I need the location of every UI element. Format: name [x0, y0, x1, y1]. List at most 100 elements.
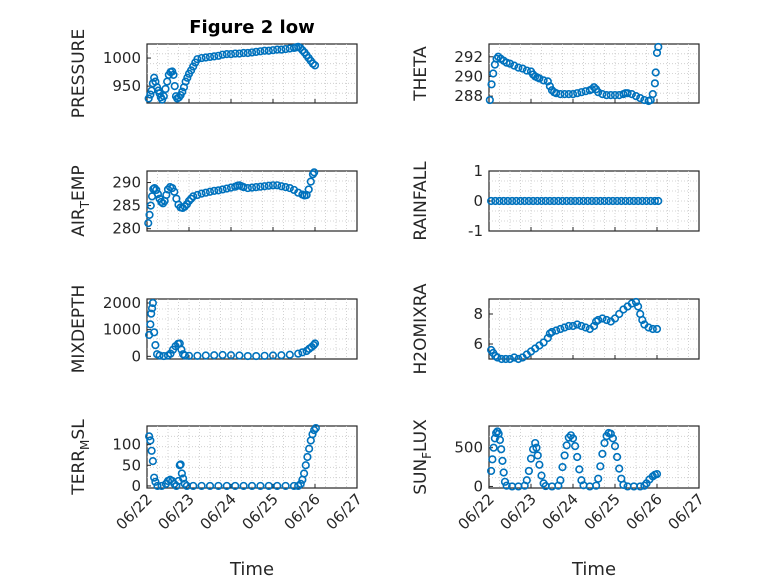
y-tick-label: 280: [112, 220, 141, 238]
data-point: [180, 351, 189, 360]
data-point: [144, 94, 153, 103]
data-point: [495, 196, 504, 206]
data-point: [218, 185, 227, 194]
data-point: [285, 350, 294, 359]
data-point: [520, 196, 529, 206]
data-point: [155, 351, 164, 360]
data-point: [159, 351, 168, 361]
data-point: [581, 323, 590, 332]
data-point: [604, 196, 613, 206]
data-point: [489, 69, 498, 78]
data-point: [218, 350, 227, 360]
data-point: [500, 477, 510, 486]
data-point: [652, 324, 662, 334]
data-point: [153, 189, 163, 199]
data-point: [495, 435, 505, 445]
y-axis-label: MIXDEPTH: [69, 285, 89, 374]
data-point: [239, 481, 248, 491]
data-point: [636, 482, 645, 491]
data-point: [178, 87, 187, 96]
x-tick-label: 06/27: [665, 490, 708, 533]
data-point: [294, 349, 303, 358]
data-point: [235, 351, 244, 360]
data-point: [180, 479, 189, 488]
x-tick-label: 06/22: [113, 490, 156, 533]
data-point: [552, 326, 561, 335]
data-point: [151, 477, 160, 486]
data-point: [650, 196, 660, 206]
data-point: [514, 63, 523, 72]
data-point: [214, 51, 223, 60]
data-point: [598, 314, 607, 323]
y-tick-label: 0: [473, 477, 483, 495]
data-point: [610, 91, 620, 100]
data-point: [268, 46, 278, 55]
data-point: [184, 351, 194, 360]
data-point: [560, 90, 569, 99]
data-point: [646, 196, 655, 206]
data-point: [539, 338, 548, 347]
data-point: [226, 50, 236, 59]
y-tick-label: 285: [112, 197, 141, 215]
data-point: [157, 481, 166, 491]
data-point: [247, 48, 257, 57]
data-point: [600, 196, 609, 206]
data-point: [556, 476, 565, 485]
data-point: [499, 196, 508, 206]
x-tick-label: 06/23: [155, 490, 198, 533]
data-point: [264, 481, 273, 491]
data-point: [150, 73, 159, 82]
data-point: [268, 351, 278, 360]
data-point: [516, 196, 525, 206]
data-point: [608, 434, 618, 443]
data-point: [600, 438, 609, 448]
y-axis-label: H2OMIXRA: [411, 283, 431, 374]
data-point: [151, 341, 160, 350]
data-point: [535, 74, 544, 83]
data-point: [306, 177, 315, 186]
data-point: [243, 183, 252, 193]
data-point: [610, 442, 620, 451]
x-tick-label: 06/24: [539, 490, 582, 533]
data-point: [568, 321, 578, 331]
data-point: [608, 196, 618, 206]
data-point: [277, 351, 286, 360]
data-point: [558, 462, 567, 472]
data-point: [148, 457, 157, 466]
data-point: [146, 201, 155, 210]
y-tick-label: 290: [454, 67, 483, 85]
data-point: [150, 183, 159, 193]
data-point: [573, 320, 582, 329]
data-point: [150, 473, 159, 482]
data-point: [169, 70, 178, 80]
data-point: [652, 469, 662, 479]
data-point: [222, 184, 231, 193]
data-point: [573, 452, 582, 462]
data-point: [489, 443, 498, 452]
data-point: [501, 354, 510, 364]
data-point: [564, 90, 573, 99]
data-point: [176, 460, 185, 469]
data-point: [522, 476, 531, 485]
data-point: [526, 454, 536, 463]
data-point: [239, 48, 248, 58]
data-point: [485, 95, 494, 105]
data-point: [566, 196, 576, 206]
data-point: [537, 471, 546, 480]
data-point: [623, 89, 632, 98]
subplot-h2omixra: 6 8 H2OMIXRA: [411, 283, 700, 375]
data-point: [298, 46, 307, 55]
data-point: [606, 91, 615, 100]
data-point: [150, 328, 159, 337]
subplot-mixdepth: 0 1000 2000 MIXDEPTH: [69, 285, 358, 374]
data-point: [562, 441, 571, 450]
data-point: [146, 90, 155, 99]
data-point: [562, 196, 571, 206]
data-point: [619, 480, 628, 490]
data-point: [310, 168, 319, 177]
data-point: [487, 466, 496, 476]
